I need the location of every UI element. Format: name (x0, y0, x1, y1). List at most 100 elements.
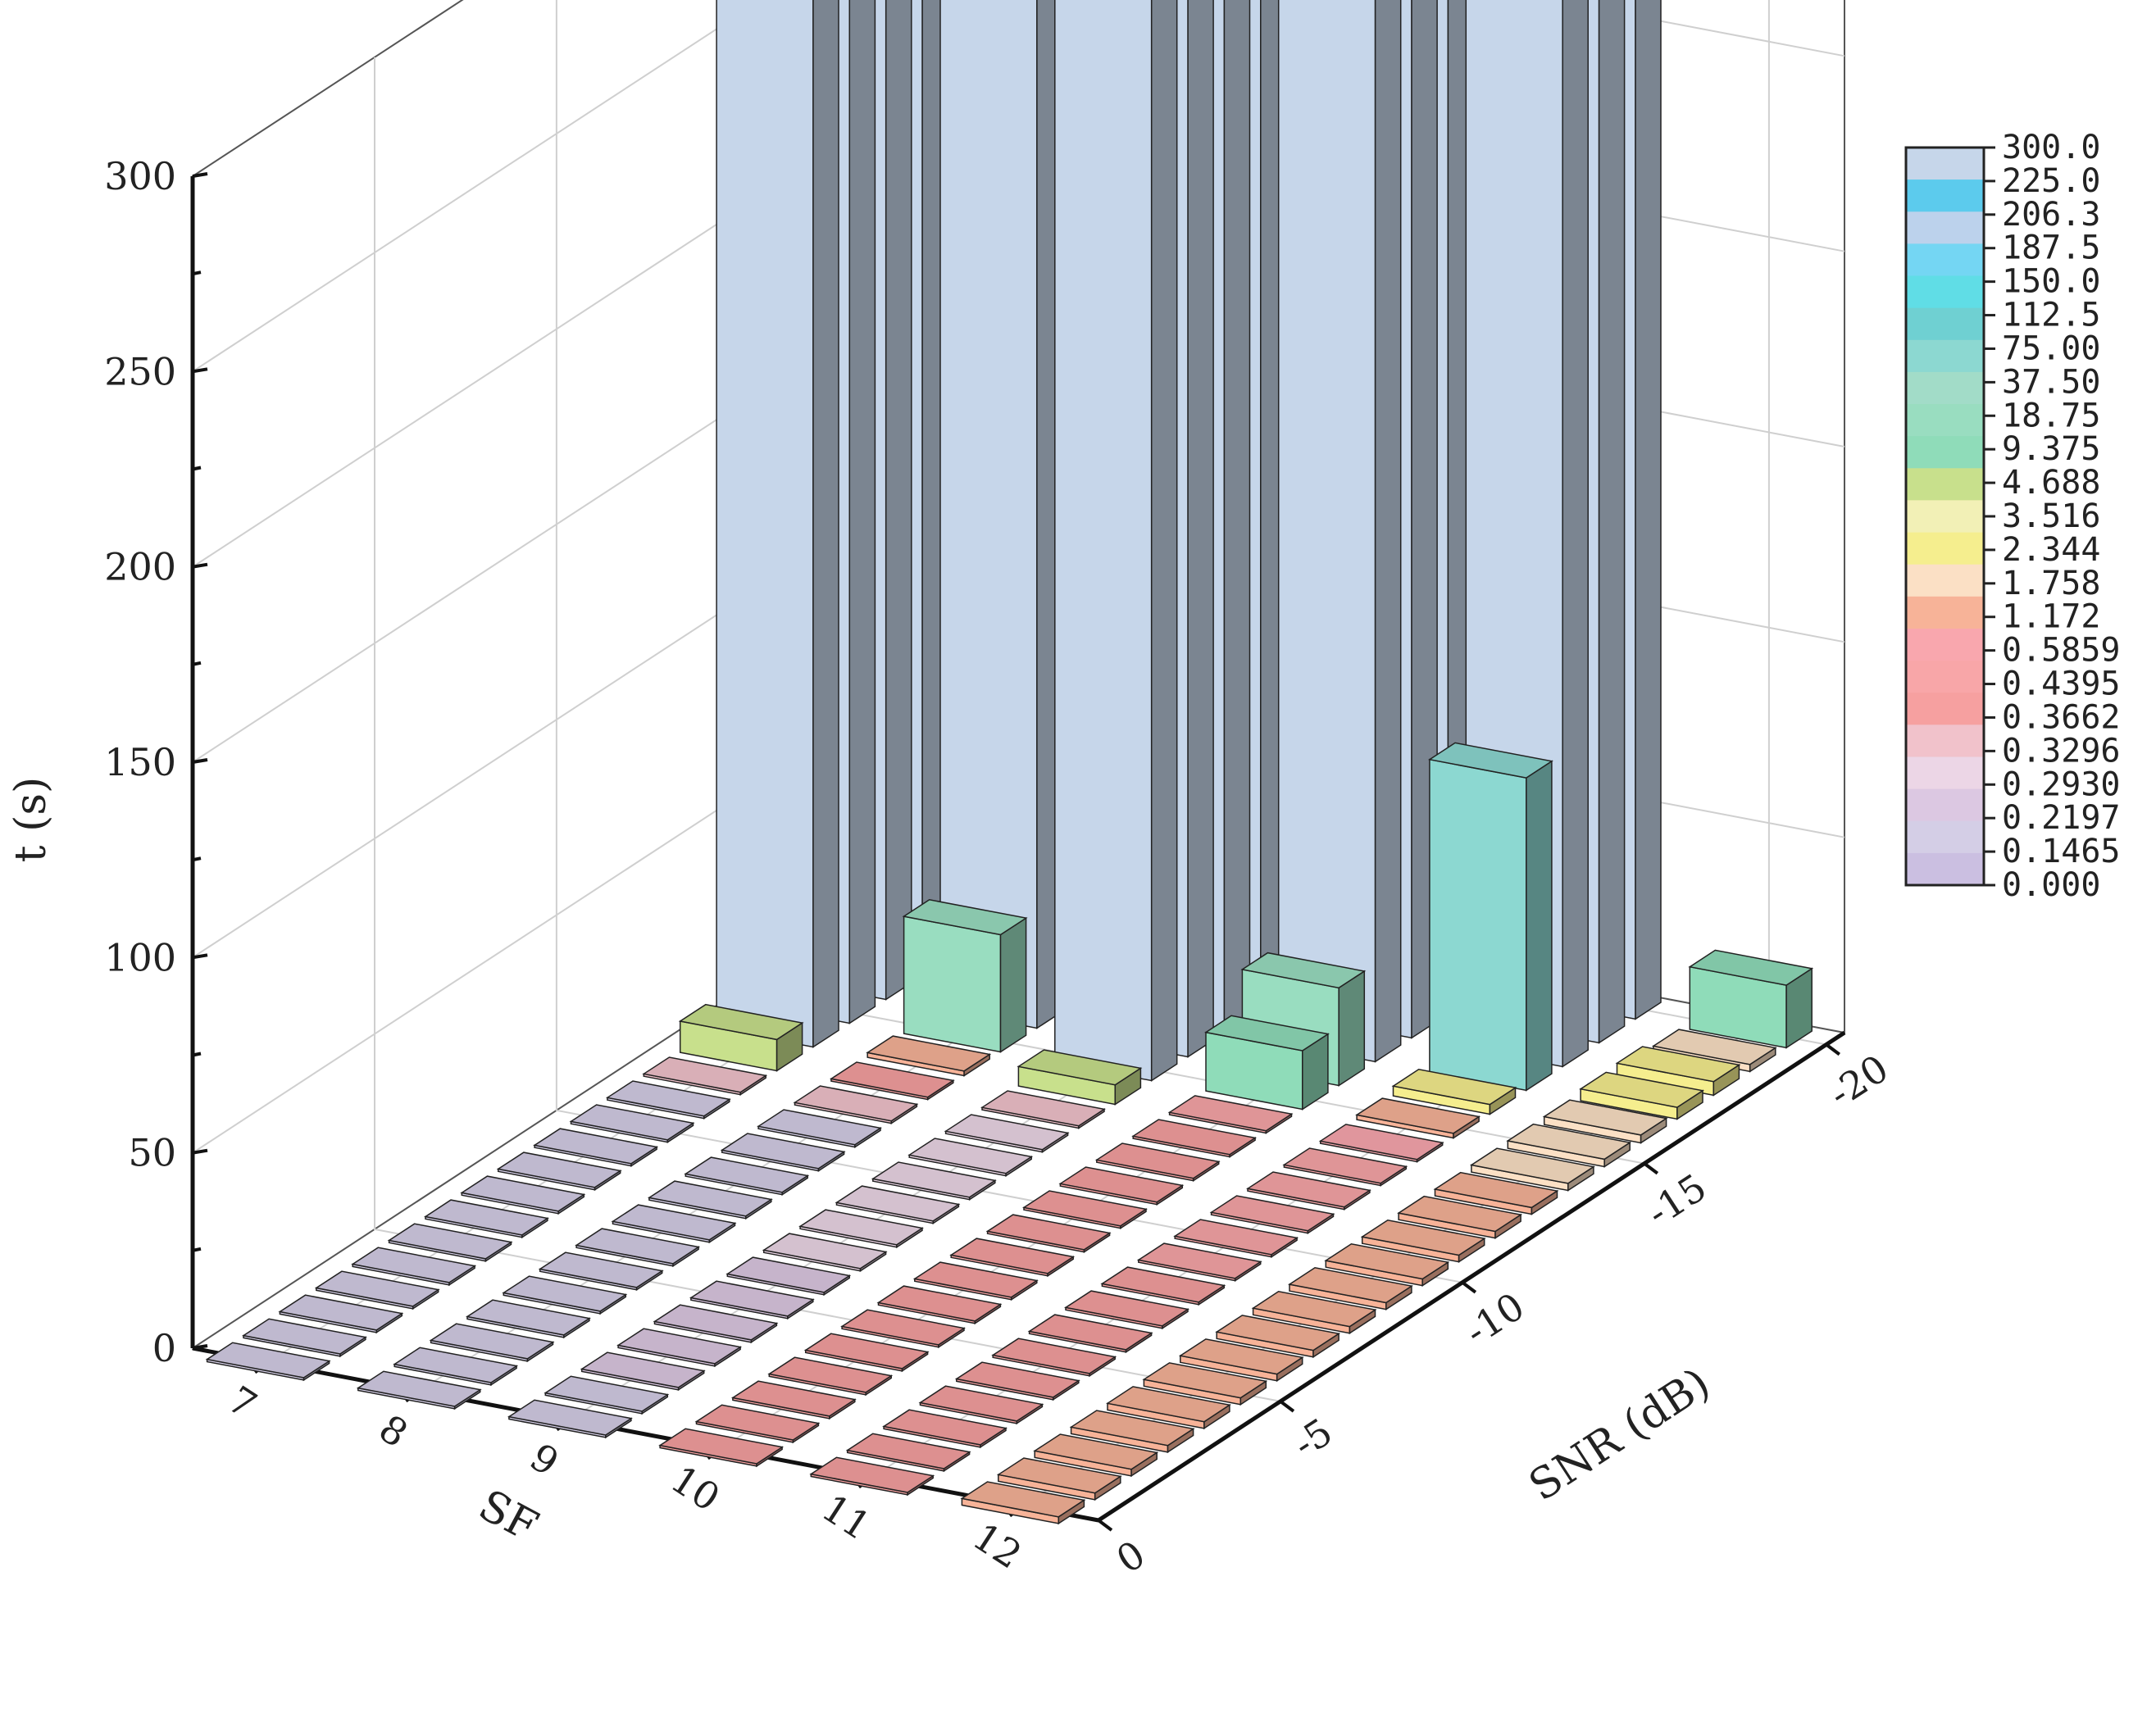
legend-swatch (1906, 307, 1984, 341)
bar-top-face (1318, 1124, 1444, 1161)
snr-tick-mark (1279, 1400, 1295, 1413)
bar-top-face (1282, 1147, 1408, 1184)
bar (798, 1209, 924, 1249)
bar-top-face (533, 1128, 659, 1165)
bar (757, 1109, 882, 1148)
bar-top-face (1033, 1433, 1159, 1470)
bar (460, 1175, 586, 1215)
legend-swatch (1906, 852, 1984, 886)
z-tick-mark (192, 1344, 208, 1350)
bar (1064, 1290, 1189, 1330)
legend-label: 0.3662 (2002, 698, 2121, 736)
bar (393, 1347, 519, 1387)
bar-top-face (912, 1261, 1039, 1298)
bar-top-face (1542, 1099, 1668, 1136)
bar (502, 1275, 628, 1315)
snr-tick-label: -10 (1457, 1284, 1532, 1355)
bar (242, 1318, 367, 1358)
z-tick-mark (192, 172, 208, 178)
bar (653, 1304, 779, 1344)
bar-side-face (939, 0, 1038, 1029)
bar-top-face (762, 1233, 888, 1270)
bar-top-face (460, 1175, 586, 1212)
z-gridline (192, 0, 1845, 373)
bar (1469, 1147, 1595, 1192)
bar (1027, 1314, 1153, 1354)
legend-label: 0.000 (2002, 866, 2100, 904)
bar-top-face (918, 1385, 1044, 1422)
legend-swatch (1906, 148, 1984, 180)
bar (689, 1280, 815, 1320)
bar-top-face (1355, 1097, 1481, 1134)
bar-top-face (424, 1199, 549, 1236)
bar-top-face (1017, 1049, 1143, 1086)
legend-swatch (1906, 756, 1984, 790)
bar (694, 1404, 821, 1444)
bar (1433, 1171, 1559, 1215)
bar-top-face (387, 1223, 513, 1260)
z-tick-label: 200 (104, 545, 176, 589)
legend-swatch (1906, 788, 1984, 822)
bar (1506, 1123, 1632, 1168)
bar-top-face (1360, 1220, 1486, 1256)
bar-top-face (242, 1318, 367, 1355)
bar-top-face (1469, 1147, 1595, 1184)
bar-front-face (1374, 0, 1402, 1063)
legend-label: 150.0 (2002, 263, 2100, 301)
z-tick-label: 100 (104, 935, 176, 979)
bar-top-face (757, 1109, 882, 1146)
bar (840, 1309, 966, 1349)
bar (466, 1299, 591, 1339)
bar-top-face (1240, 952, 1367, 989)
legend-swatch (1906, 693, 1984, 725)
bar-top-face (205, 1342, 331, 1379)
legend-label: 0.2930 (2002, 765, 2121, 803)
legend-swatch (1906, 468, 1984, 501)
bar-top-face (1142, 1362, 1268, 1399)
bar-top-face (616, 1328, 743, 1365)
legend-swatch (1906, 211, 1984, 244)
sf-axis-line (192, 1346, 1099, 1523)
z-tick-label: 0 (152, 1326, 176, 1370)
z-tick-label: 50 (128, 1131, 176, 1175)
bar-top-face (1615, 1046, 1741, 1083)
z-tick-mark (192, 367, 208, 374)
bar-top-face (845, 1433, 971, 1469)
bar-top-face (1246, 1171, 1371, 1208)
bar-front-face (1223, 0, 1251, 1034)
bar (725, 1256, 852, 1297)
bar-top-face (1688, 949, 1814, 986)
legend-swatch (1906, 339, 1984, 373)
z-tick-mark (192, 856, 202, 862)
legend-label: 37.50 (2002, 363, 2100, 401)
bar-top-face (1433, 1171, 1559, 1209)
bar-front-face (1150, 0, 1178, 1082)
bar (954, 1361, 1080, 1401)
legend-swatch (1906, 629, 1984, 661)
bar-top-face (351, 1247, 477, 1283)
bar-top-face (642, 1056, 768, 1093)
bar (882, 1409, 1007, 1449)
bar-top-face (882, 1409, 1007, 1446)
bar-top-face (496, 1151, 622, 1188)
bar (647, 1180, 773, 1220)
bar-top-face (944, 1114, 1070, 1151)
bar-top-face (1173, 1219, 1299, 1256)
legend-label: 300.0 (2002, 129, 2100, 166)
legend-label: 4.688 (2002, 464, 2100, 502)
sf-axis-title: SF (471, 1481, 545, 1552)
bar (351, 1247, 477, 1287)
z-tick-mark (192, 270, 202, 276)
bar (939, 0, 1063, 1029)
bar (1246, 1171, 1371, 1211)
legend-label: 1.172 (2002, 598, 2100, 636)
bar-front-face (1598, 0, 1626, 1044)
legend-swatch (1906, 500, 1984, 534)
sf-tick-label: 9 (522, 1434, 566, 1484)
bar (720, 1133, 846, 1172)
legend-swatch (1906, 596, 1984, 629)
z-tick-label: 300 (104, 154, 176, 198)
bar-top-face (1204, 1015, 1330, 1052)
bar (605, 1080, 731, 1120)
bar (205, 1342, 331, 1382)
